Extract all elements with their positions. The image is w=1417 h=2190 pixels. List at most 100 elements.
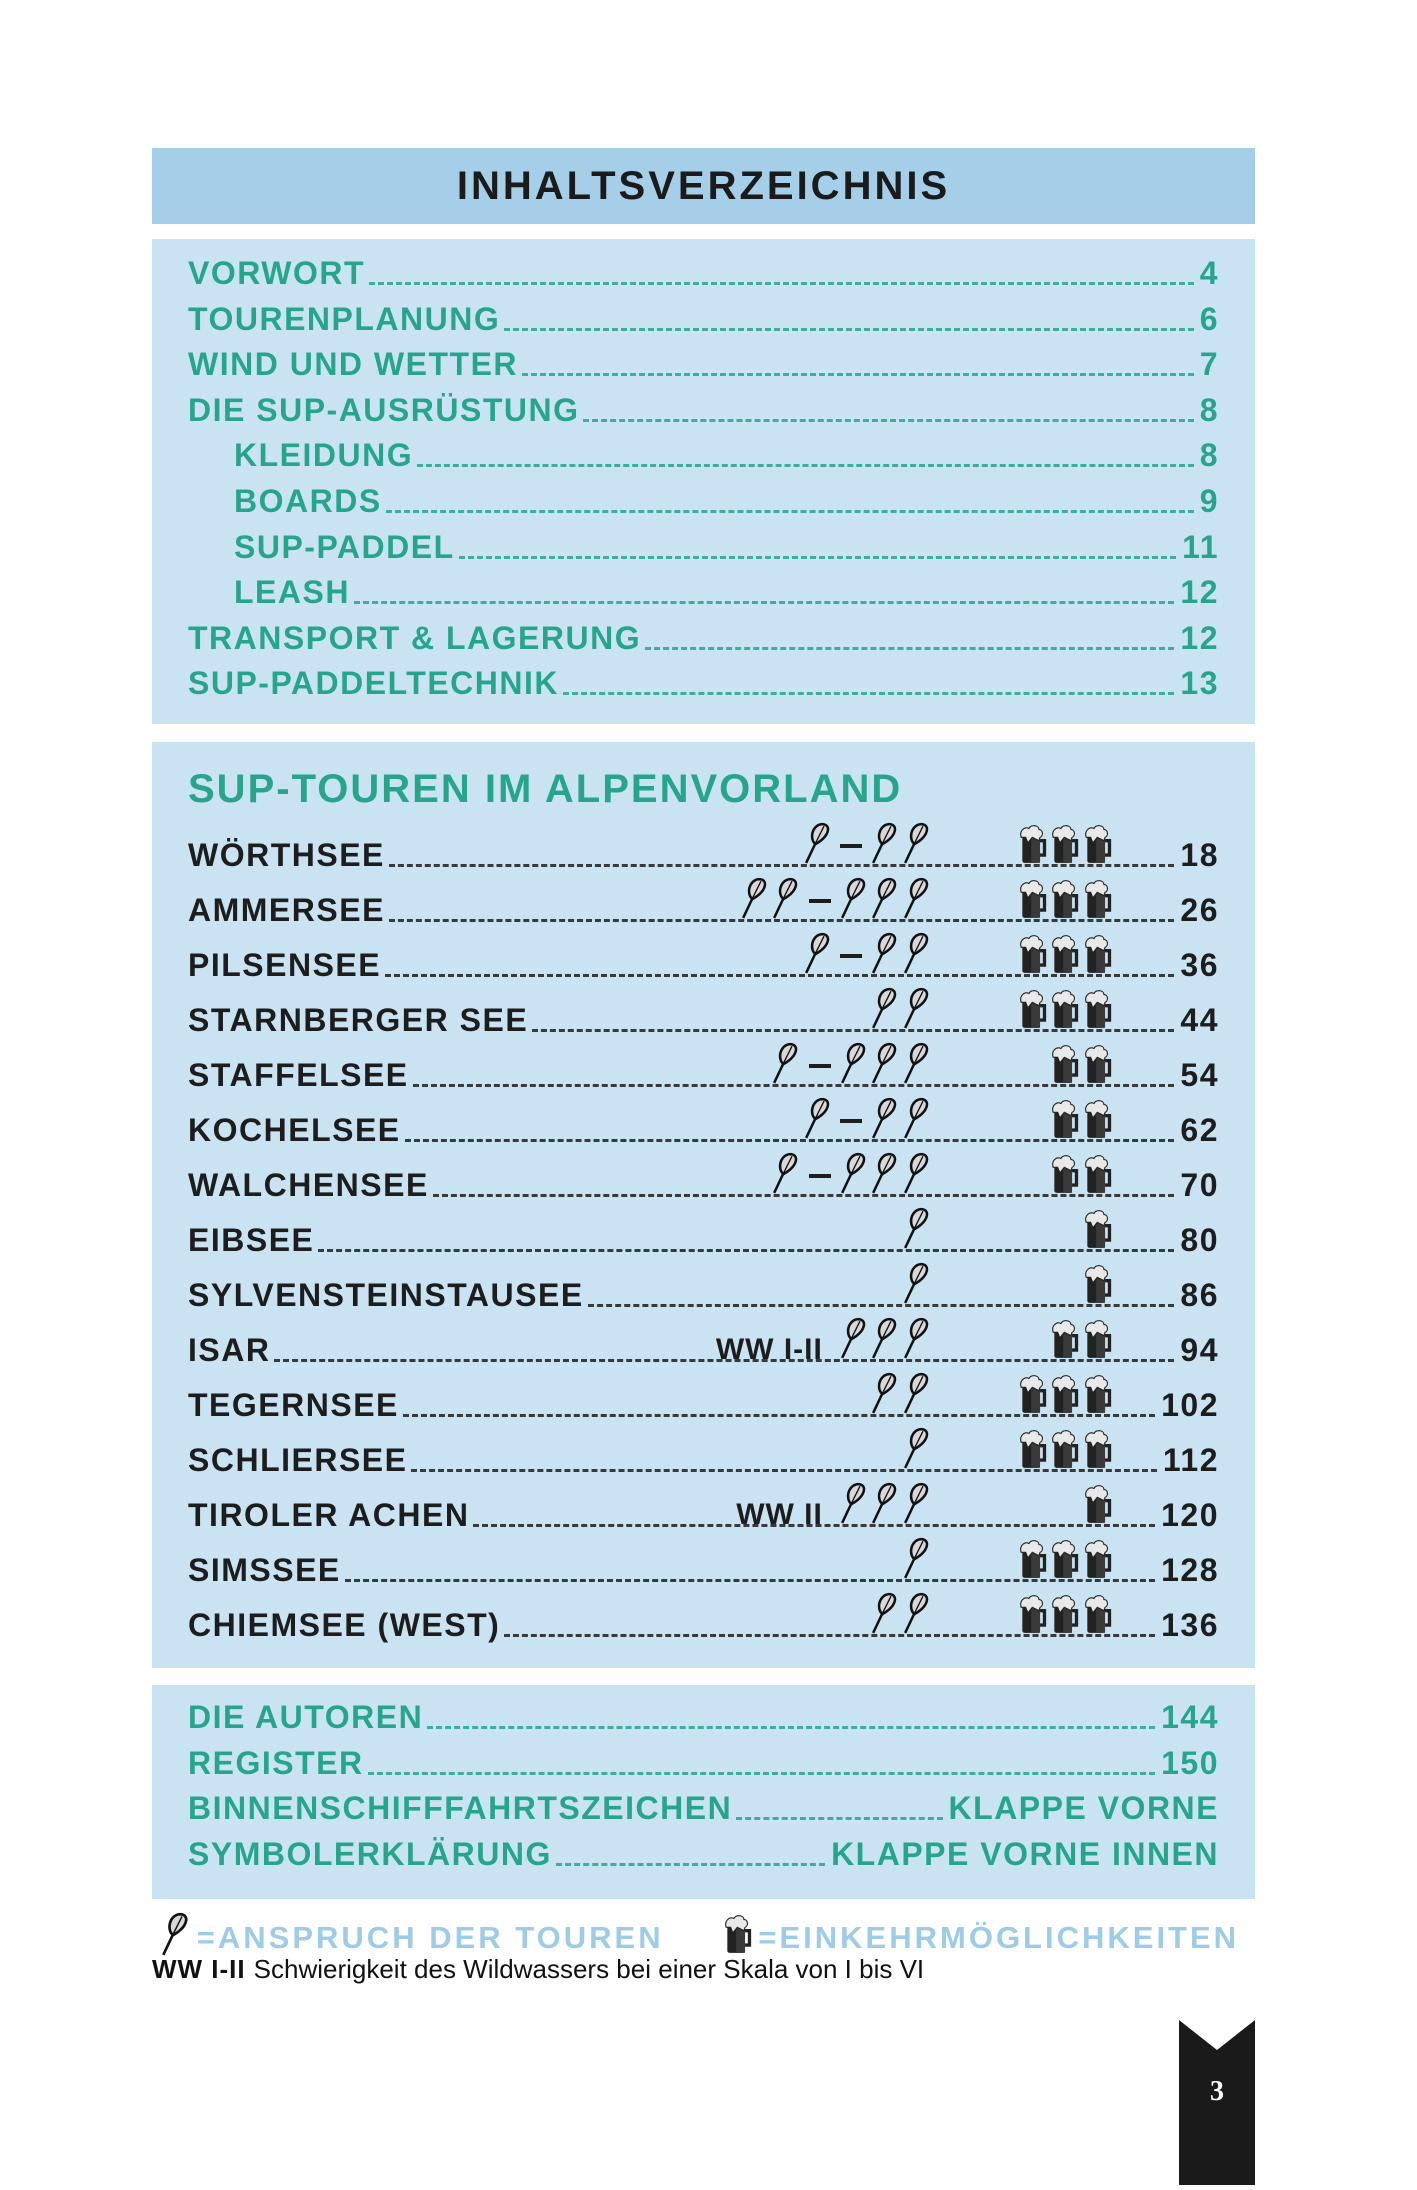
dotted-leader (385, 510, 1194, 513)
beer-mug-icon (1084, 1209, 1113, 1257)
beer-mug-icon (1084, 1429, 1113, 1477)
entry-page: 8 (1199, 437, 1219, 474)
entry-label: VORWORT (188, 255, 366, 291)
beer-mug-icon (1051, 1154, 1080, 1202)
entry-label: STARNBERGER SEE (188, 1002, 529, 1038)
entry-label: ISAR (188, 1332, 271, 1368)
tour-entry[interactable]: WÖRTHSEE 18 (188, 822, 1219, 874)
toc-entry[interactable]: BOARDS 9 (234, 483, 1219, 520)
entry-label: CHIEMSEE (WEST) (188, 1607, 501, 1643)
beer-mug-icon (1084, 1374, 1113, 1422)
beer-rating (998, 824, 1113, 872)
entry-page: 136 (1161, 1607, 1219, 1643)
paddle-icon (902, 1042, 931, 1092)
toc-entry[interactable]: SUP-PADDELTECHNIK 13 (188, 665, 1219, 702)
paddle-icon (803, 932, 832, 982)
appendix-entry[interactable]: DIE AUTOREN 144 (188, 1699, 1219, 1736)
toc-entry[interactable]: VORWORT 4 (188, 255, 1219, 292)
beer-mug-icon (1084, 989, 1113, 1037)
tour-entry[interactable]: ISAR 94 WW I-II (188, 1317, 1219, 1369)
toc-entry[interactable]: SUP-PADDEL 11 (234, 529, 1219, 566)
beer-mug-icon (1084, 1319, 1113, 1367)
paddle-icon (803, 822, 832, 872)
paddle-icon (870, 987, 899, 1037)
toc-header: INHALTSVERZEICHNIS (152, 148, 1255, 224)
tour-entry[interactable]: SIMSSEE 128 (188, 1537, 1219, 1589)
paddle-icon (902, 1592, 931, 1642)
beer-mug-icon (1051, 1099, 1080, 1147)
entry-page: KLAPPE VORNE INNEN (831, 1835, 1219, 1872)
entry-page: 36 (1180, 947, 1219, 983)
toc-entry[interactable]: TOURENPLANUNG 6 (188, 301, 1219, 338)
paddle-icon (870, 822, 899, 872)
beer-rating (998, 1594, 1113, 1642)
entry-label: LEASH (234, 574, 350, 611)
tour-entry[interactable]: AMMERSEE 26 (188, 877, 1219, 929)
tour-entry[interactable]: EIBSEE 80 (188, 1207, 1219, 1259)
toc-entry[interactable]: LEASH 12 (234, 574, 1219, 611)
toc-entry[interactable]: DIE SUP-AUSRÜSTUNG 8 (188, 392, 1219, 429)
tour-entry[interactable]: TEGERNSEE 102 (188, 1372, 1219, 1424)
beer-mug-icon (1051, 1044, 1080, 1092)
tour-entry[interactable]: SYLVENSTEINSTAUSEE 86 (188, 1262, 1219, 1314)
dotted-leader (402, 1414, 1156, 1417)
beer-mug-icon (1051, 879, 1080, 927)
entry-page: 54 (1180, 1057, 1219, 1093)
entry-page: 4 (1199, 255, 1219, 291)
tours-section: SUP-TOUREN IM ALPENVORLAND WÖRTHSEE 18 AMM… (152, 742, 1255, 1668)
beer-mug-icon (1051, 1539, 1080, 1587)
entry-label: KLEIDUNG (234, 437, 414, 474)
beer-mug-icon (1084, 1154, 1113, 1202)
beer-rating (998, 934, 1113, 982)
entry-page: 102 (1161, 1387, 1219, 1423)
beer-rating (998, 1374, 1113, 1422)
legend-beer-text: =EINKEHRMÖGLICHKEITEN (758, 1920, 1240, 1955)
tour-entry[interactable]: KOCHELSEE 62 (188, 1097, 1219, 1149)
tour-entry[interactable]: TIROLER ACHEN 120 WW II (188, 1482, 1219, 1534)
beer-rating (998, 1154, 1113, 1202)
beer-mug-icon (1084, 879, 1113, 927)
entry-page: 128 (1161, 1552, 1219, 1588)
beer-rating (998, 1319, 1113, 1367)
entry-label: WÖRTHSEE (188, 837, 385, 873)
toc-entry[interactable]: WIND UND WETTER 7 (188, 346, 1219, 383)
entry-page: 112 (1162, 1442, 1219, 1478)
beer-mug-icon (1019, 1539, 1048, 1587)
paddle-icon (839, 877, 868, 927)
entry-page: 13 (1180, 665, 1219, 702)
toc-entry[interactable]: TRANSPORT & LAGERUNG 12 (188, 620, 1219, 657)
difficulty-rating (803, 932, 931, 982)
dotted-leader (504, 327, 1194, 331)
tour-entry[interactable]: STAFFELSEE 54 (188, 1042, 1219, 1094)
tour-entry[interactable]: STARNBERGER SEE 44 (188, 987, 1219, 1039)
beer-mug-icon (1051, 1429, 1080, 1477)
entry-label: REGISTER (188, 1744, 364, 1781)
paddle-icon (902, 1152, 931, 1202)
beer-mug-icon (1051, 824, 1080, 872)
difficulty-rating (771, 1152, 931, 1202)
difficulty-rating (870, 1372, 931, 1422)
entry-label: TEGERNSEE (188, 1387, 399, 1423)
dotted-leader (555, 1862, 826, 1866)
page-title: INHALTSVERZEICHNIS (456, 163, 951, 208)
difficulty-rating: WW I-II (716, 1317, 931, 1367)
dotted-leader (562, 692, 1175, 696)
tour-entry[interactable]: WALCHENSEE 70 (188, 1152, 1219, 1204)
paddle-icon (902, 1207, 931, 1257)
tour-entry[interactable]: SCHLIERSEE 112 (188, 1427, 1219, 1479)
paddle-icon (902, 932, 931, 982)
difficulty-rating (870, 987, 931, 1037)
dotted-leader (367, 1771, 1156, 1775)
appendix-entry[interactable]: BINNENSCHIFFFAHRTSZEICHEN KLAPPE VORNE (188, 1790, 1219, 1827)
toc-entry[interactable]: KLEIDUNG 8 (234, 437, 1219, 474)
entry-page: 150 (1161, 1744, 1219, 1781)
paddle-icon (902, 1427, 931, 1477)
entry-page: 9 (1199, 483, 1219, 519)
appendix-entry[interactable]: REGISTER 150 (188, 1745, 1219, 1782)
appendix-entry[interactable]: SYMBOLERKLÄRUNG KLAPPE VORNE INNEN (188, 1836, 1219, 1873)
difficulty-rating (870, 1592, 931, 1642)
entry-label: STAFFELSEE (188, 1057, 409, 1093)
tour-entry[interactable]: CHIEMSEE (WEST) 136 (188, 1592, 1219, 1644)
tour-entry[interactable]: PILSENSEE 36 (188, 932, 1219, 984)
dotted-leader (583, 418, 1194, 422)
